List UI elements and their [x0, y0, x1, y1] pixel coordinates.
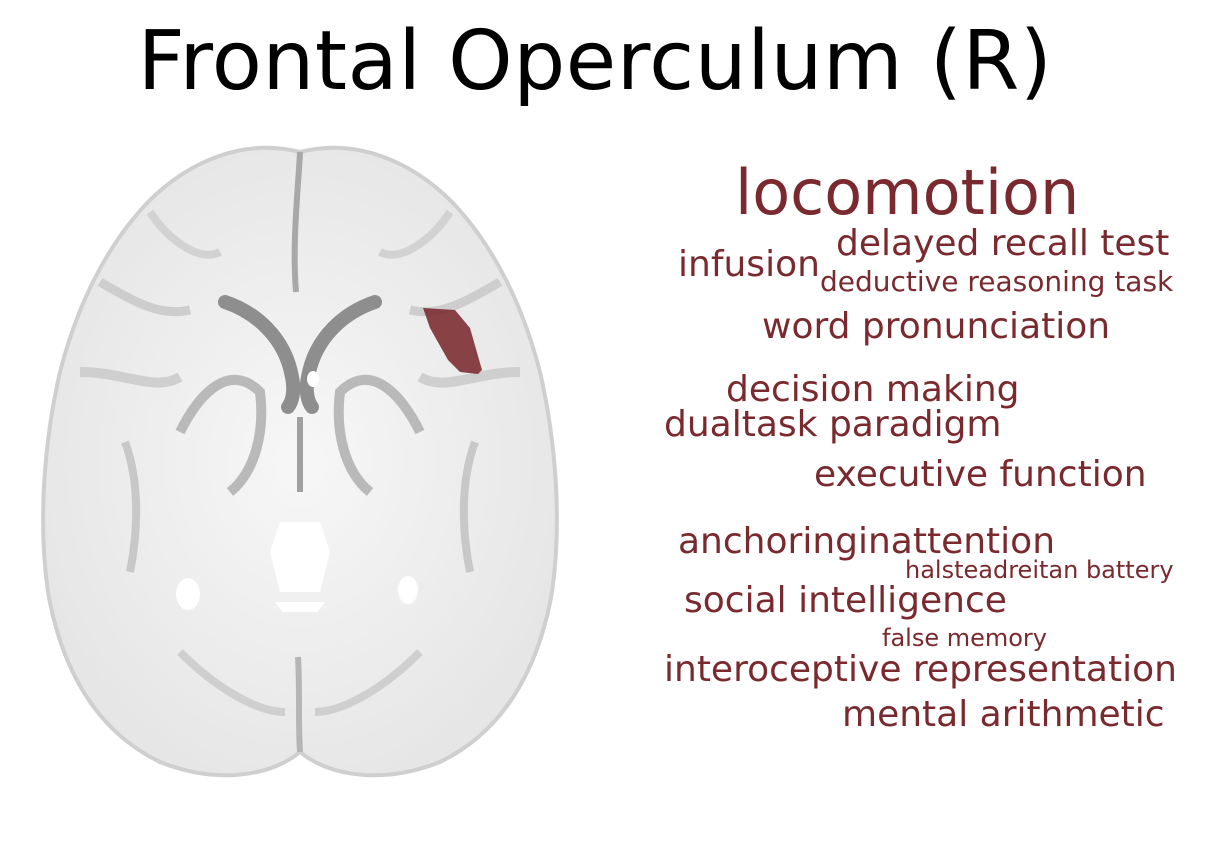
figure-title: Frontal Operculum (R) — [137, 14, 1053, 109]
brain-slice-image — [41, 145, 559, 778]
word-halsteadreitan-battery: halsteadreitan battery — [905, 556, 1174, 584]
word-executive-function: executive function — [814, 454, 1147, 495]
word-deductive-reasoning-task: deductive reasoning task — [820, 265, 1174, 298]
word-social-intelligence: social intelligence — [684, 580, 1007, 621]
highlighted-region — [423, 308, 482, 374]
word-interoceptive-representation: interoceptive representation — [664, 649, 1177, 690]
word-decision-making: decision making — [726, 369, 1020, 410]
word-delayed-recall-test: delayed recall test — [836, 223, 1170, 264]
word-false-memory: false memory — [882, 624, 1047, 652]
word-locomotion: locomotion — [735, 156, 1080, 229]
word-mental-arithmetic: mental arithmetic — [842, 694, 1165, 735]
word-dualtask-paradigm: dualtask paradigm — [664, 404, 1002, 445]
word-infusion: infusion — [678, 244, 820, 285]
word-anchoringinattention: anchoringinattention — [678, 521, 1056, 562]
word-word-pronunciation: word pronunciation — [762, 306, 1111, 347]
